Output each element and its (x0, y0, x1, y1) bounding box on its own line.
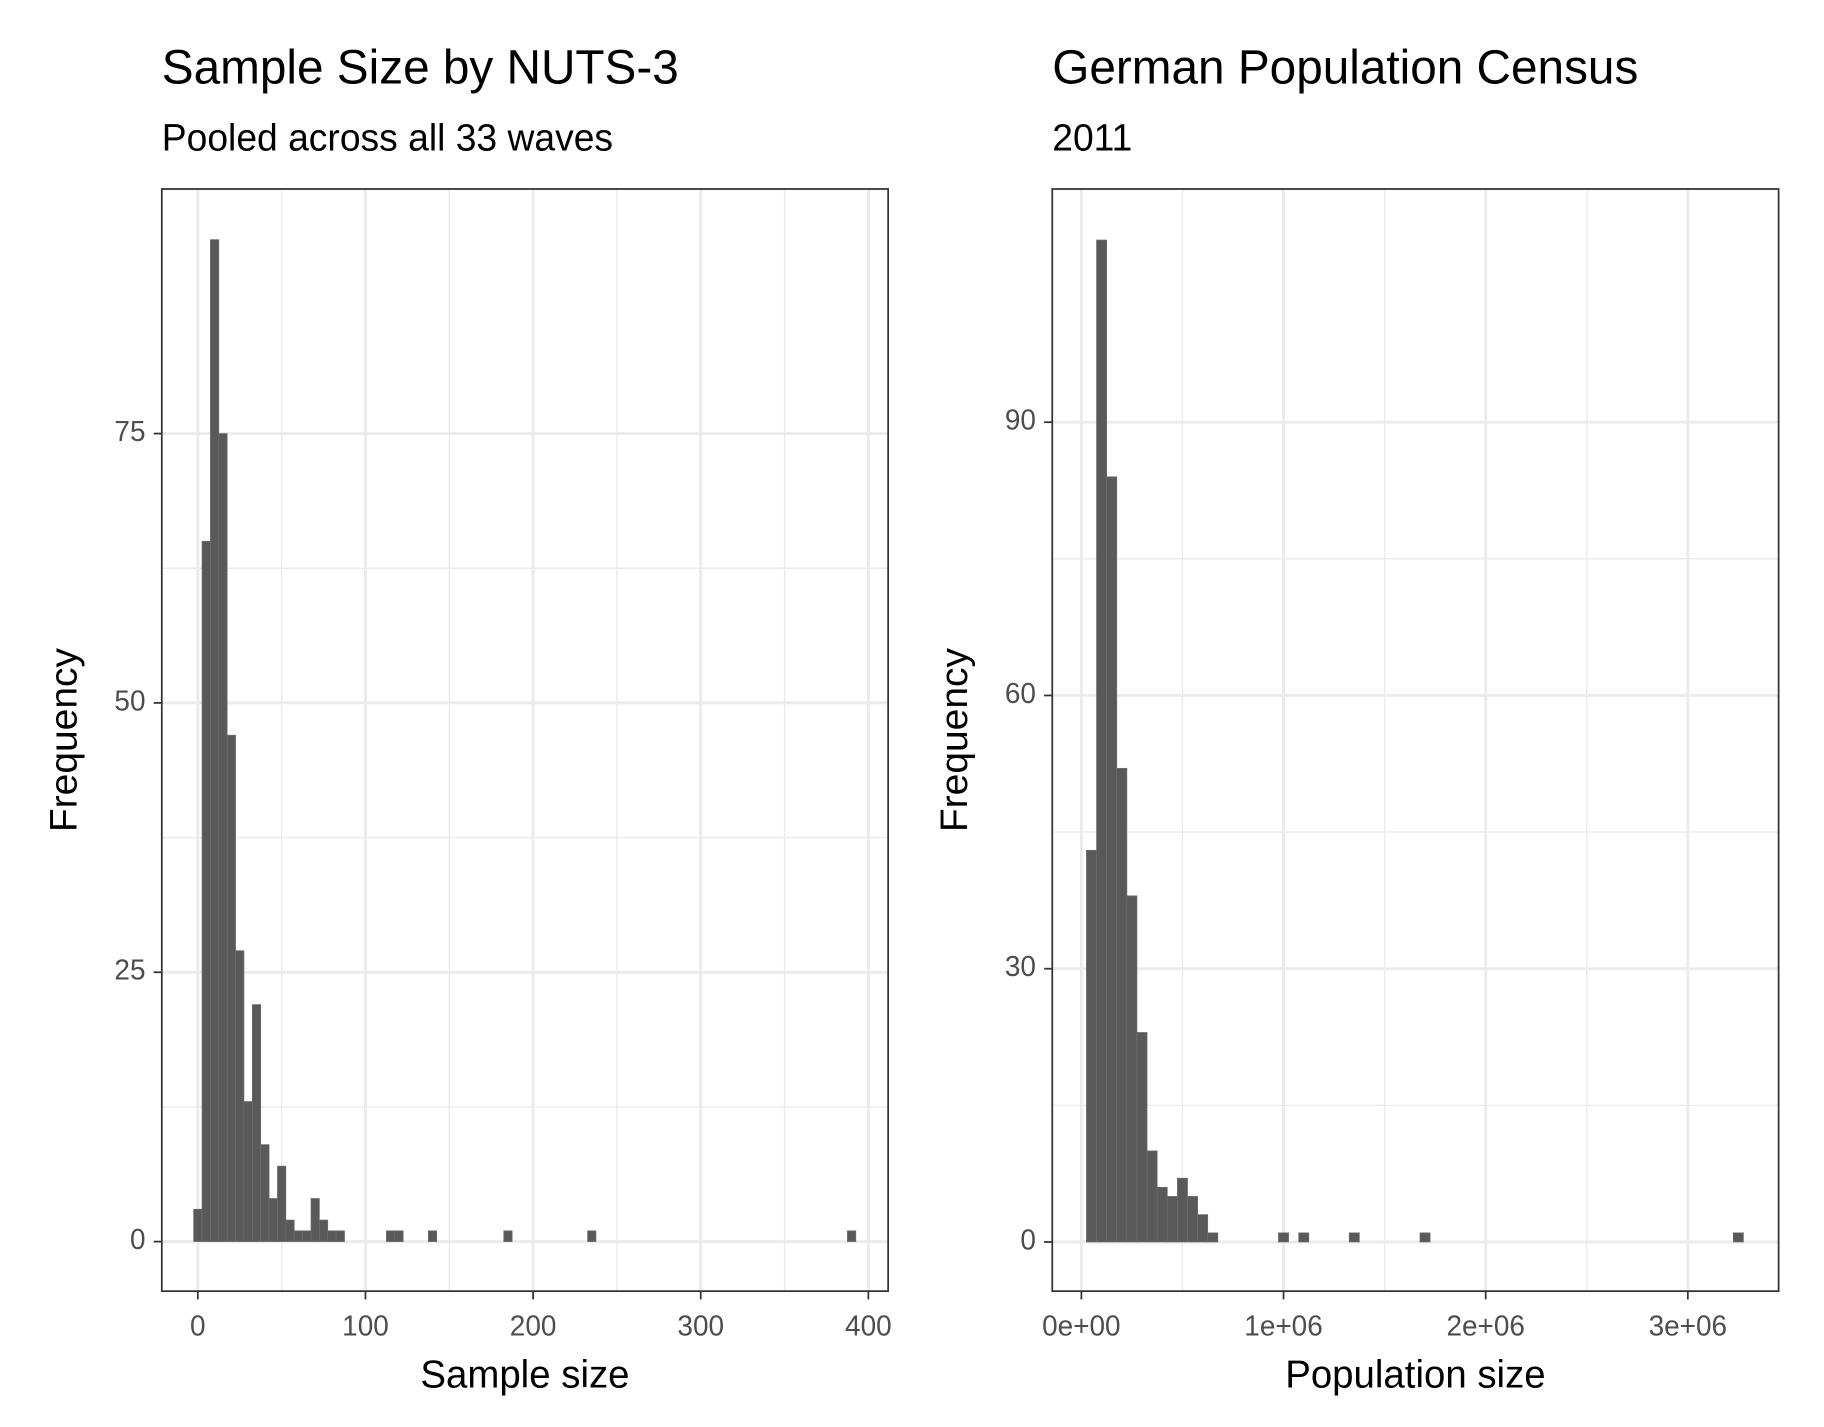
x-tick-label: 300 (677, 1310, 724, 1341)
bar (1146, 1150, 1158, 1243)
bar (1278, 1232, 1289, 1243)
bar (1419, 1232, 1431, 1243)
y-axis-title: Frequency (43, 647, 86, 832)
bar (1096, 239, 1107, 1243)
y-tick-label: 0 (130, 1224, 146, 1255)
bar (1136, 1032, 1148, 1243)
bar (1106, 476, 1118, 1243)
bar (243, 1101, 253, 1242)
bar (268, 1198, 278, 1242)
bar (226, 734, 236, 1242)
chart-subtitle: Pooled across all 33 waves (162, 116, 613, 158)
bar (1116, 767, 1128, 1243)
x-tick-label: 2e+06 (1446, 1310, 1524, 1341)
bar (293, 1230, 303, 1242)
chart-title: Sample Size by NUTS-3 (162, 40, 679, 94)
bar (327, 1230, 337, 1242)
bar (1177, 1177, 1188, 1243)
bar (386, 1230, 396, 1242)
panel-border (160, 188, 890, 1293)
bar (285, 1219, 295, 1242)
y-tick-label: 60 (1005, 678, 1036, 709)
bar (193, 1208, 203, 1242)
bar (1207, 1232, 1219, 1243)
x-tick-label: 0e+00 (1042, 1310, 1120, 1341)
bar (587, 1230, 597, 1242)
bar (335, 1230, 345, 1242)
x-tick-label: 100 (342, 1310, 389, 1341)
bar (319, 1219, 329, 1242)
chart-subtitle: 2011 (1052, 116, 1132, 158)
x-tick-label: 1e+06 (1244, 1310, 1322, 1341)
bar (1126, 895, 1138, 1243)
bar (210, 239, 220, 1242)
panel-border (1051, 188, 1780, 1293)
bar (394, 1230, 404, 1242)
bar (847, 1230, 857, 1242)
bar (1732, 1232, 1744, 1243)
bar (1187, 1196, 1198, 1243)
y-tick-label: 30 (1005, 951, 1036, 982)
y-tick-label: 0 (1020, 1224, 1036, 1255)
bar (235, 950, 245, 1242)
x-axis-title: Sample size (420, 1353, 629, 1396)
bar (310, 1198, 320, 1242)
bar (277, 1165, 287, 1242)
bar (503, 1230, 513, 1242)
chart-title: German Population Census (1052, 40, 1638, 94)
y-tick-label: 25 (114, 955, 145, 986)
bar (1197, 1214, 1209, 1243)
x-tick-label: 400 (845, 1310, 892, 1341)
x-axis-title: Population size (1285, 1353, 1545, 1396)
bar (1298, 1232, 1310, 1243)
x-tick-label: 0 (190, 1310, 206, 1341)
bar (1348, 1232, 1360, 1243)
y-tick-label: 75 (114, 416, 145, 447)
bar (1166, 1196, 1178, 1243)
bar (1086, 849, 1097, 1243)
bar (427, 1230, 438, 1242)
bar (1156, 1186, 1168, 1243)
x-tick-label: 3e+06 (1649, 1310, 1727, 1341)
bar (201, 540, 211, 1242)
bar (260, 1144, 270, 1242)
y-tick-label: 90 (1005, 404, 1036, 435)
bar (218, 433, 228, 1242)
bar (251, 1004, 262, 1242)
y-tick-label: 50 (114, 685, 145, 716)
y-axis-title: Frequency (933, 647, 976, 832)
x-tick-label: 200 (510, 1310, 557, 1341)
bar (302, 1230, 312, 1242)
